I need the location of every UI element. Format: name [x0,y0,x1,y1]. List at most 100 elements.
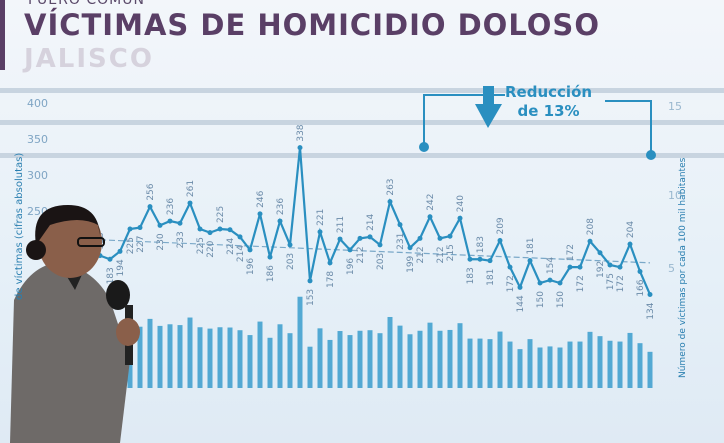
data-point [107,256,113,262]
rate-bar [177,325,183,388]
header-bands [0,88,724,158]
data-label: 166 [636,279,646,296]
data-point [127,226,133,232]
data-label: 204 [626,221,636,238]
data-point [407,245,413,251]
data-label: 199 [406,255,416,272]
y-axis-label: de víctimas (cifras absolutas) [14,152,25,300]
data-label: 261 [186,180,196,197]
title-accent-bar [0,0,5,70]
data-label: 203 [286,253,296,270]
rate-bar [367,330,373,388]
data-label: 246 [256,190,266,207]
section-label: FUERO COMÚN [28,0,145,8]
data-label: 233 [176,231,186,248]
annotation-line-2: de 13% [517,102,580,120]
data-label: 175 [606,273,616,290]
rate-bar [297,296,303,388]
data-point [507,264,513,270]
y-tick-label: 300 [27,169,48,182]
rate-bar [167,324,173,388]
page-subtitle: JALISCO [24,44,154,74]
data-label: 186 [266,265,276,282]
rate-bar [587,331,593,388]
rate-bar [547,346,553,388]
data-point [237,234,243,240]
rate-bar [187,317,193,388]
data-label: 183 [106,267,116,284]
data-label: 150 [536,291,546,308]
data-label: 221 [316,209,326,226]
data-point [537,280,543,286]
data-label: 220 [206,240,216,257]
data-label: 183 [476,236,486,253]
data-point [167,218,173,224]
data-point [247,247,253,253]
y2-axis-label: Número de víctimas por cada 100 mil habi… [678,157,688,378]
data-point [207,230,213,236]
data-point [187,200,193,206]
rate-bar [607,340,613,388]
bracket-start-dot [419,142,429,152]
data-point [397,222,403,228]
data-label: 212 [356,246,366,263]
data-point [387,199,393,205]
data-label: 230 [156,233,166,250]
data-point [277,218,283,224]
trend-line [99,239,651,264]
data-point [177,220,183,226]
data-point [607,262,613,268]
data-label: 196 [246,258,256,275]
rate-bar [337,331,343,388]
rate-bar [247,335,253,388]
data-point [137,225,143,231]
data-point [257,211,263,217]
rate-bar [407,334,413,388]
rate-bar [417,330,423,388]
data-point [447,233,453,239]
data-label: 224 [226,237,236,254]
data-point [487,258,493,264]
rate-bar [277,324,283,388]
data-label: 231 [396,233,406,250]
rate-bar [517,349,523,388]
rate-bar [567,341,573,388]
data-point [197,226,203,232]
data-point [357,235,363,241]
rate-bar [347,335,353,388]
data-point [597,250,603,256]
rate-bar [577,341,583,388]
data-label: 240 [456,195,466,212]
data-point [117,248,123,254]
data-label: 134 [646,302,656,319]
reduction-bracket [423,94,652,155]
data-point [517,284,523,290]
screen-band [0,88,724,93]
data-point [467,256,473,262]
rate-bar [487,339,493,388]
data-label: 196 [346,258,356,275]
data-label: 172 [616,275,626,292]
data-label: 192 [596,261,606,278]
data-label: 172 [566,244,576,261]
rate-bar [207,328,213,388]
data-point [367,234,373,240]
data-label: 263 [386,178,396,195]
data-label: 211 [336,216,346,233]
data-label: 194 [116,259,126,276]
data-label: 214 [236,245,246,262]
data-label: 209 [496,217,506,234]
data-point [307,278,313,284]
rate-bar [437,330,443,388]
rate-bar [137,326,143,388]
data-label: 150 [556,291,566,308]
rate-bar [267,337,273,388]
rate-bar [317,328,323,388]
rate-bar [527,339,533,388]
rate-bar [287,333,293,388]
data-label: 225 [216,206,226,223]
rate-bar [447,329,453,388]
data-label: 153 [306,289,316,306]
data-label: 183 [466,267,476,284]
data-label: 227 [136,236,146,253]
